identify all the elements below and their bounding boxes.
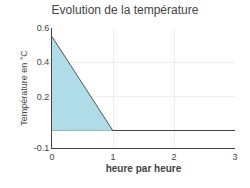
svg-text:-0.1: -0.1 [34, 143, 50, 153]
svg-text:0: 0 [49, 152, 54, 162]
svg-text:0.2: 0.2 [37, 92, 50, 102]
svg-text:heure par heure: heure par heure [106, 163, 182, 174]
svg-text:1: 1 [110, 152, 115, 162]
svg-text:3: 3 [232, 152, 237, 162]
svg-text:Evolution de la température: Evolution de la température [52, 3, 199, 17]
svg-text:0.4: 0.4 [37, 57, 50, 67]
svg-text:0.6: 0.6 [37, 23, 50, 33]
svg-text:Température en °C: Température en °C [19, 50, 29, 126]
svg-text:2: 2 [171, 152, 176, 162]
